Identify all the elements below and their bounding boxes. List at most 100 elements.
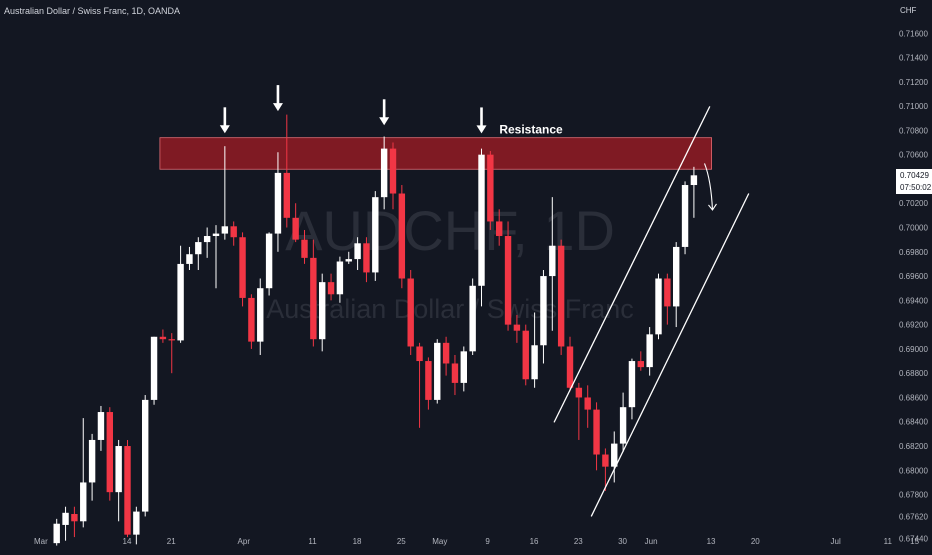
candle-body: [186, 254, 193, 264]
candle-body: [283, 172, 290, 218]
candle-body: [673, 246, 680, 307]
x-tick-label: 14: [123, 537, 132, 546]
candle-body: [336, 261, 344, 295]
candle-body: [150, 336, 158, 400]
y-tick-label: 0.68000: [899, 466, 928, 475]
candle-body: [354, 243, 361, 260]
symbol-title: Australian Dollar / Swiss Franc, 1D, OAN…: [4, 6, 181, 16]
candle-body: [407, 278, 414, 347]
x-tick-label: Mar: [34, 537, 48, 546]
x-tick-label: 23: [574, 537, 583, 546]
x-tick-label: 15: [910, 537, 919, 546]
x-tick-label: 20: [751, 537, 760, 546]
y-tick-label: 0.71000: [899, 102, 928, 111]
y-tick-label: 0.68800: [899, 369, 928, 378]
candle-body: [319, 282, 326, 340]
candle-body: [664, 278, 671, 307]
currency-label: CHF: [900, 6, 917, 15]
candle-body: [540, 276, 547, 346]
candle-body: [619, 407, 627, 444]
candle-body: [681, 185, 689, 247]
down-arrow-head: [219, 125, 230, 134]
x-tick-label: 9: [485, 537, 490, 546]
y-tick-label: 0.69800: [899, 248, 928, 257]
countdown-timer: 07:50:02: [896, 181, 932, 195]
candle-body: [80, 482, 87, 522]
candle-body: [239, 237, 246, 298]
x-tick-label: 18: [353, 537, 362, 546]
x-tick-label: Jun: [645, 537, 658, 546]
y-tick-label: 0.71400: [899, 54, 928, 63]
candle-body: [646, 334, 653, 368]
y-tick-label: 0.69000: [899, 345, 928, 354]
candle-body: [504, 236, 512, 325]
x-tick-label: May: [432, 537, 447, 546]
down-arrow-head: [379, 117, 390, 126]
candle-body: [398, 193, 406, 279]
candle-body: [292, 217, 299, 240]
candle-body: [301, 239, 308, 258]
candle-body: [531, 345, 538, 380]
candle-body: [310, 257, 317, 340]
candle-body: [124, 446, 131, 535]
candle-body: [637, 361, 644, 368]
channel-upper-line: [553, 106, 711, 423]
candle-body: [628, 361, 636, 408]
candle-body: [212, 233, 220, 237]
x-tick-label: 11: [884, 537, 893, 546]
candle-body: [88, 439, 96, 483]
candle-body: [257, 288, 264, 342]
candle-body: [71, 514, 78, 522]
y-tick-label: 0.67620: [899, 512, 928, 521]
candle-body: [557, 245, 565, 347]
candle-body: [203, 236, 211, 243]
y-tick-label: 0.71200: [899, 78, 928, 87]
candle-body: [575, 387, 583, 398]
y-tick-label: 0.67440: [899, 534, 928, 543]
x-tick-label: Jul: [831, 537, 841, 546]
forecast-arrow-head: [708, 203, 717, 211]
candle-body: [584, 397, 591, 410]
candle-body: [372, 197, 379, 273]
y-tick-label: 0.68400: [899, 418, 928, 427]
candle-body: [593, 409, 600, 455]
candle-body: [62, 512, 69, 525]
candle-body: [460, 351, 467, 383]
x-tick-label: 11: [308, 537, 317, 546]
watermark-name: Australian Dollar / Swiss Franc: [266, 294, 634, 324]
down-arrow-head: [476, 125, 487, 134]
candle-body: [487, 154, 494, 222]
y-tick-label: 0.70200: [899, 199, 928, 208]
candle-body: [442, 342, 450, 364]
y-tick-label: 0.69400: [899, 296, 928, 305]
y-tick-label: 0.71600: [899, 29, 928, 38]
candle-body: [97, 412, 105, 440]
x-tick-label: 25: [397, 537, 406, 546]
candle-body: [327, 282, 335, 295]
y-tick-label: 0.69600: [899, 272, 928, 281]
y-tick-label: 0.70600: [899, 151, 928, 160]
candle-body: [363, 243, 370, 273]
y-tick-label: 0.68200: [899, 442, 928, 451]
candle-body: [159, 336, 167, 340]
x-tick-label: Apr: [238, 537, 251, 546]
x-tick-label: 13: [707, 537, 716, 546]
candle-body: [469, 285, 476, 352]
resistance-label: Resistance: [499, 123, 563, 137]
candle-body: [690, 175, 698, 186]
candle-body: [221, 226, 229, 234]
y-tick-label: 0.70000: [899, 224, 928, 233]
x-tick-label: 30: [618, 537, 627, 546]
candle-body: [168, 339, 175, 341]
candle-body: [248, 297, 255, 342]
candle-body: [496, 221, 503, 237]
resistance-zone: [159, 137, 713, 170]
x-tick-label: 16: [530, 537, 539, 546]
candle-body: [389, 148, 397, 194]
candle-body: [177, 263, 184, 341]
forecast-arrow: [704, 163, 714, 210]
candle-body: [416, 346, 423, 362]
y-tick-label: 0.70800: [899, 126, 928, 135]
